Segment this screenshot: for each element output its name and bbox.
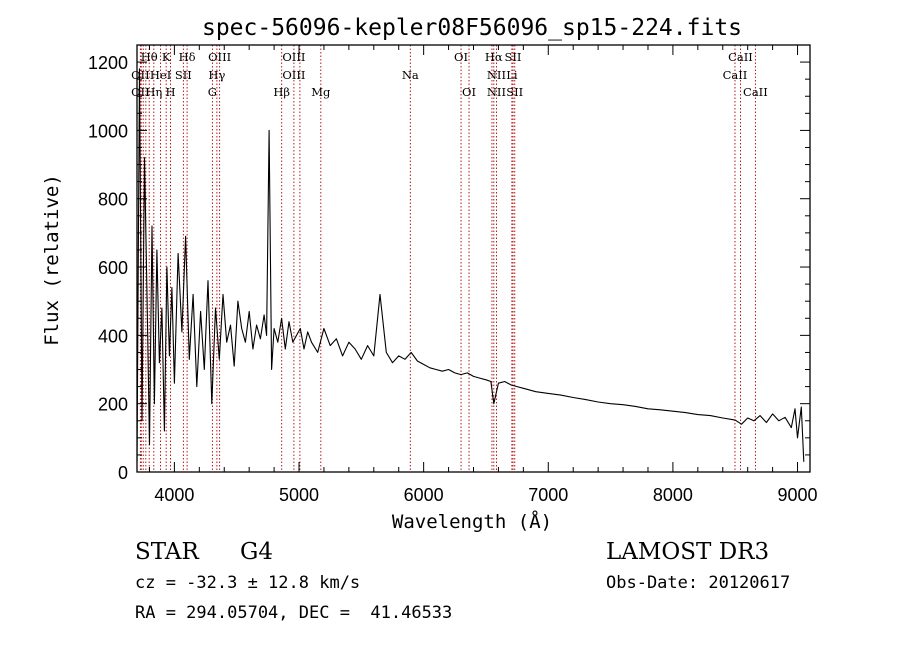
line-label: CaII: [728, 50, 753, 64]
line-label: OIII: [208, 50, 231, 64]
object-subclass: G4: [240, 539, 274, 565]
y-tick-label: 400: [98, 326, 128, 346]
redshift-value: cz = -32.3 ± 12.8 km/s: [135, 573, 361, 593]
survey-name: LAMOST DR3: [606, 539, 770, 565]
line-label: OI: [462, 85, 476, 99]
line-label: SII: [505, 50, 522, 64]
line-label: Na: [402, 68, 419, 82]
line-label: CaII: [743, 85, 768, 99]
emission-line-labels: OII OII Hθ K HeI Hη H Hδ SII OIII Hγ G Hβ OIII OIII Mg N…: [131, 50, 768, 99]
line-label: SII: [506, 85, 523, 99]
line-label: Li: [506, 68, 518, 82]
line-label: G: [208, 85, 217, 99]
x-tick-label: 8000: [653, 485, 693, 505]
line-label: Hα: [485, 50, 503, 64]
line-label: CaII: [723, 68, 748, 82]
line-label: SII: [175, 68, 192, 82]
x-tick-label: 9000: [778, 485, 818, 505]
plot-frame: [136, 44, 811, 473]
y-tick-label: 600: [98, 258, 128, 278]
x-tick-label: 6000: [404, 485, 444, 505]
line-label: NII: [487, 68, 506, 82]
line-label: Hγ: [208, 68, 225, 82]
x-tick-label: 4000: [154, 485, 194, 505]
x-axis-label: Wavelength (Å): [392, 510, 552, 533]
line-label: NII: [487, 85, 506, 99]
line-label: OII: [131, 68, 150, 82]
line-label: OI: [454, 50, 468, 64]
x-axis-ticks: 4000 5000 6000 7000 8000 9000: [148, 45, 818, 505]
y-tick-label: 0: [118, 463, 128, 483]
y-tick-label: 800: [98, 190, 128, 210]
line-label: OIII: [282, 50, 305, 64]
object-class: STAR: [135, 539, 199, 565]
chart-title: spec-56096-kepler08F56096_sp15-224.fits: [202, 15, 742, 41]
line-label: Mg: [311, 85, 331, 99]
x-tick-label: 7000: [528, 485, 568, 505]
coordinates: RA = 294.05704, DEC = 41.46533: [135, 603, 453, 623]
y-tick-label: 200: [98, 395, 128, 415]
line-label: K: [162, 50, 171, 64]
line-label: H: [166, 85, 176, 99]
y-tick-label: 1000: [88, 121, 128, 141]
obs-date: Obs-Date: 20120617: [606, 573, 791, 593]
y-tick-label: 1200: [88, 53, 128, 73]
line-label: Hβ: [273, 85, 290, 99]
y-axis-label: Flux (relative): [41, 174, 63, 346]
spectrum-line: [136, 68, 805, 462]
line-label: OII: [131, 85, 150, 99]
line-label: Hθ: [141, 50, 158, 64]
line-label: OIII: [282, 68, 305, 82]
line-label: Hδ: [179, 50, 196, 64]
x-tick-label: 5000: [279, 485, 319, 505]
line-label: Hη: [145, 85, 162, 99]
emission-line-markers: [139, 45, 756, 472]
y-axis-ticks: 0 200 400 600 800 1000 1200: [88, 53, 810, 483]
line-label: HeI: [150, 68, 171, 82]
